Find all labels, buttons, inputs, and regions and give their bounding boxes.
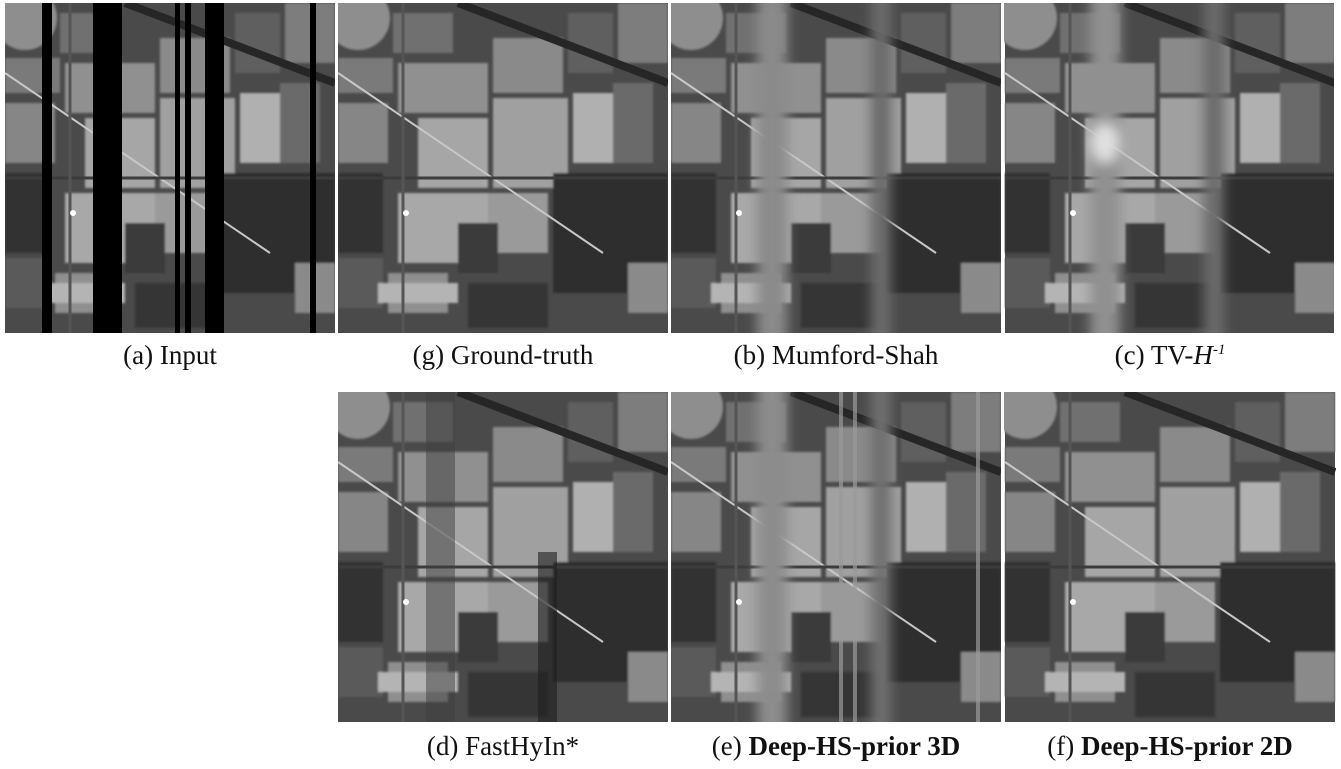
panel-fasthyin [326, 392, 668, 722]
caption-text: Mumford-Shah [771, 340, 939, 370]
caption: (a) Input [0, 340, 340, 371]
caption-text: Input [159, 340, 217, 370]
panel-deep-hs-3d [659, 392, 1001, 722]
caption: (g) Ground-truth [333, 340, 673, 371]
caption-text: TV- [1150, 340, 1194, 370]
panel-mumford-shah [659, 3, 1001, 333]
caption-text: FastHyIn* [465, 731, 580, 761]
caption: (b) Mumford-Shah [666, 340, 1006, 371]
caption-label: (a) [123, 340, 154, 370]
panel-tv-h [993, 3, 1335, 333]
panel-ground-truth [326, 0, 668, 333]
figure-images [0, 0, 1341, 722]
caption-label: (d) [426, 731, 459, 761]
caption-label: (e) [711, 731, 742, 761]
caption-text: Ground-truth [450, 340, 594, 370]
caption-label: (c) [1114, 340, 1145, 370]
caption-sup: -1 [1212, 342, 1226, 358]
caption-text: Deep-HS-prior 2D [1081, 731, 1293, 761]
caption-label: (b) [733, 340, 766, 370]
caption: (c) TV-H-1 [1000, 340, 1340, 371]
caption: (d) FastHyIn* [333, 731, 673, 762]
caption-label: (f) [1047, 731, 1075, 761]
panel-deep-hs-2d [993, 375, 1335, 722]
panel-input [0, 3, 335, 333]
caption-text: Deep-HS-prior 3D [748, 731, 961, 761]
caption-label: (g) [412, 340, 445, 370]
caption: (e) Deep-HS-prior 3D [666, 731, 1006, 762]
caption: (f) Deep-HS-prior 2D [1000, 731, 1340, 762]
caption-italic: H [1193, 340, 1213, 370]
